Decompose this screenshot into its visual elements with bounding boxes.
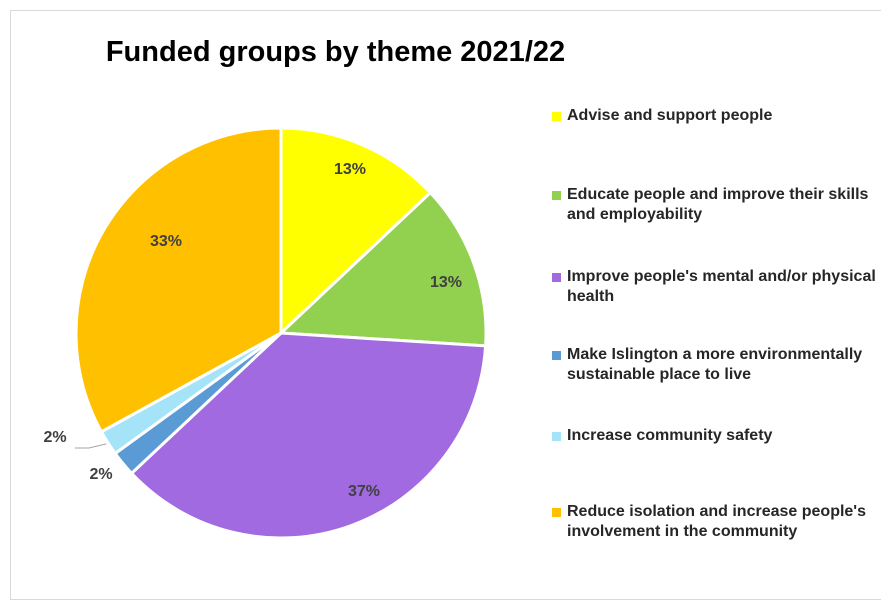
chart-title: Funded groups by theme 2021/22 [105,36,566,68]
legend-swatch [552,191,561,200]
pie-slice-2 [277,190,488,348]
data-label-5: 2% [43,429,66,446]
legend-label: Reduce isolation and increase people's i… [567,503,867,540]
data-label-3: 37% [348,483,380,500]
legend-label: Make Islington a more environmentally su… [567,346,863,383]
legend-swatch [552,273,561,282]
data-label-4: 2% [89,466,112,483]
legend-swatch [552,112,561,121]
legend-label: Increase community safety [567,427,773,444]
leader-line [75,443,107,449]
pie-slice-1 [279,126,433,337]
data-label-1: 13% [334,161,366,178]
pie-slice-3 [129,331,488,540]
legend-label: Improve people's mental and/or physical … [567,268,876,305]
data-label-2: 13% [430,274,462,291]
data-label-6: 33% [150,233,182,250]
legend-label: Educate people and improve their skills … [567,186,869,223]
pie-slice-6 [74,126,283,434]
legend-swatch [552,351,561,360]
legend-swatch [552,508,561,517]
pie-chart: 13% 13% 37% 2% 2% 33% [43,126,488,540]
legend-swatch [552,432,561,441]
legend-label: Advise and support people [567,107,773,124]
